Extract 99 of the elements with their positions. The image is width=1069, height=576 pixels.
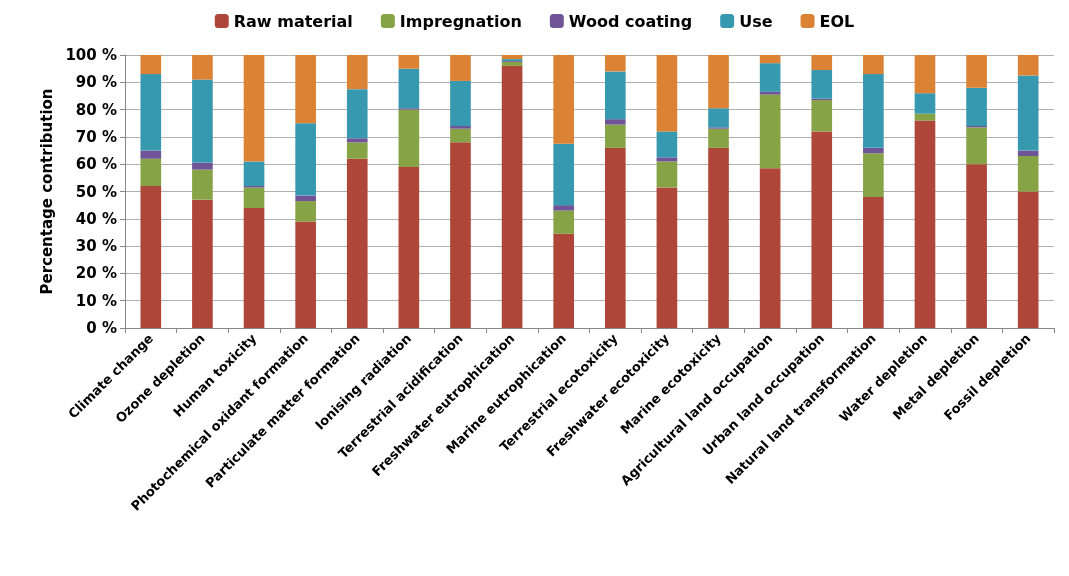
bar	[656, 55, 678, 132]
y-tick-label: 50 %	[75, 182, 117, 201]
bar	[1017, 55, 1039, 76]
bar	[295, 55, 316, 124]
bar	[759, 168, 781, 328]
bar	[863, 147, 884, 154]
bar	[398, 166, 420, 328]
bar	[553, 233, 575, 328]
bar	[398, 55, 420, 69]
y-tick-label: 90 %	[75, 73, 117, 92]
y-tick-label: 40 %	[75, 209, 117, 228]
bar	[501, 65, 523, 328]
bar	[656, 187, 678, 328]
bar	[243, 207, 265, 328]
bar	[192, 162, 213, 170]
bar	[966, 87, 987, 126]
bar	[1017, 150, 1039, 157]
y-tick-label: 20 %	[75, 264, 117, 283]
bar	[243, 161, 265, 187]
bar	[863, 153, 884, 197]
bar	[759, 63, 781, 92]
bar	[346, 55, 368, 90]
bar	[811, 131, 833, 328]
bar	[295, 201, 316, 222]
bar	[192, 55, 213, 80]
bar	[759, 91, 781, 95]
bar	[243, 55, 265, 162]
bar	[192, 169, 213, 200]
y-tick-label: 80 %	[75, 100, 117, 119]
bar	[966, 164, 987, 328]
bar	[759, 55, 781, 64]
bar	[914, 93, 936, 114]
bar	[708, 55, 729, 109]
bar	[966, 127, 987, 165]
bar	[295, 221, 316, 328]
bar	[914, 55, 936, 94]
bar	[450, 80, 471, 126]
bar	[863, 196, 884, 328]
bar	[553, 143, 575, 206]
bar	[140, 55, 162, 75]
bar	[192, 79, 213, 163]
bar	[708, 128, 729, 148]
bar	[450, 128, 471, 143]
bar	[398, 68, 420, 109]
bar	[398, 109, 420, 167]
bar	[243, 187, 265, 208]
bar	[1017, 156, 1039, 192]
bar	[656, 161, 678, 188]
bar	[604, 55, 626, 72]
bar	[501, 61, 523, 66]
bar	[140, 150, 162, 159]
bar	[708, 147, 729, 328]
legend-label: Raw material	[233, 11, 353, 31]
legend-label: Wood coating	[568, 11, 693, 31]
bar	[604, 147, 626, 328]
y-tick-label: 10 %	[75, 291, 117, 310]
bar	[708, 108, 729, 128]
bar	[553, 205, 575, 211]
bar	[140, 158, 162, 187]
bar	[914, 113, 936, 121]
bar	[863, 74, 884, 148]
bar	[604, 124, 626, 148]
bar	[346, 142, 368, 159]
bar	[1017, 75, 1039, 151]
bar	[811, 100, 833, 132]
bar	[656, 131, 678, 158]
bar	[192, 199, 213, 328]
bar	[553, 55, 575, 144]
y-tick-label: 60 %	[75, 155, 117, 174]
y-tick-label: 70 %	[75, 127, 117, 146]
bar	[450, 55, 471, 81]
bar	[604, 119, 626, 125]
bar	[1017, 191, 1039, 328]
legend-label: Impregnation	[399, 11, 522, 31]
bar	[811, 70, 833, 99]
bar	[604, 71, 626, 120]
bar	[914, 120, 936, 328]
bar	[501, 55, 523, 60]
bar	[811, 55, 833, 71]
bar	[450, 125, 471, 129]
bar	[295, 195, 316, 202]
legend-label: Use	[739, 11, 773, 31]
bar	[656, 157, 678, 162]
bar	[346, 158, 368, 328]
bar	[450, 142, 471, 328]
bar	[140, 186, 162, 328]
y-axis-title: Percentage contribution	[38, 88, 57, 295]
bar	[295, 123, 316, 196]
bar	[553, 210, 575, 234]
bar	[966, 55, 987, 88]
y-tick-label: 100 %	[65, 46, 117, 64]
bar	[140, 74, 162, 151]
y-tick-label: 30 %	[75, 237, 117, 256]
bar	[759, 94, 781, 169]
bar	[346, 89, 368, 139]
bar	[346, 138, 368, 143]
bar	[863, 55, 884, 75]
y-tick-label: 0 %	[86, 319, 117, 337]
legend-label: EOL	[819, 11, 855, 31]
